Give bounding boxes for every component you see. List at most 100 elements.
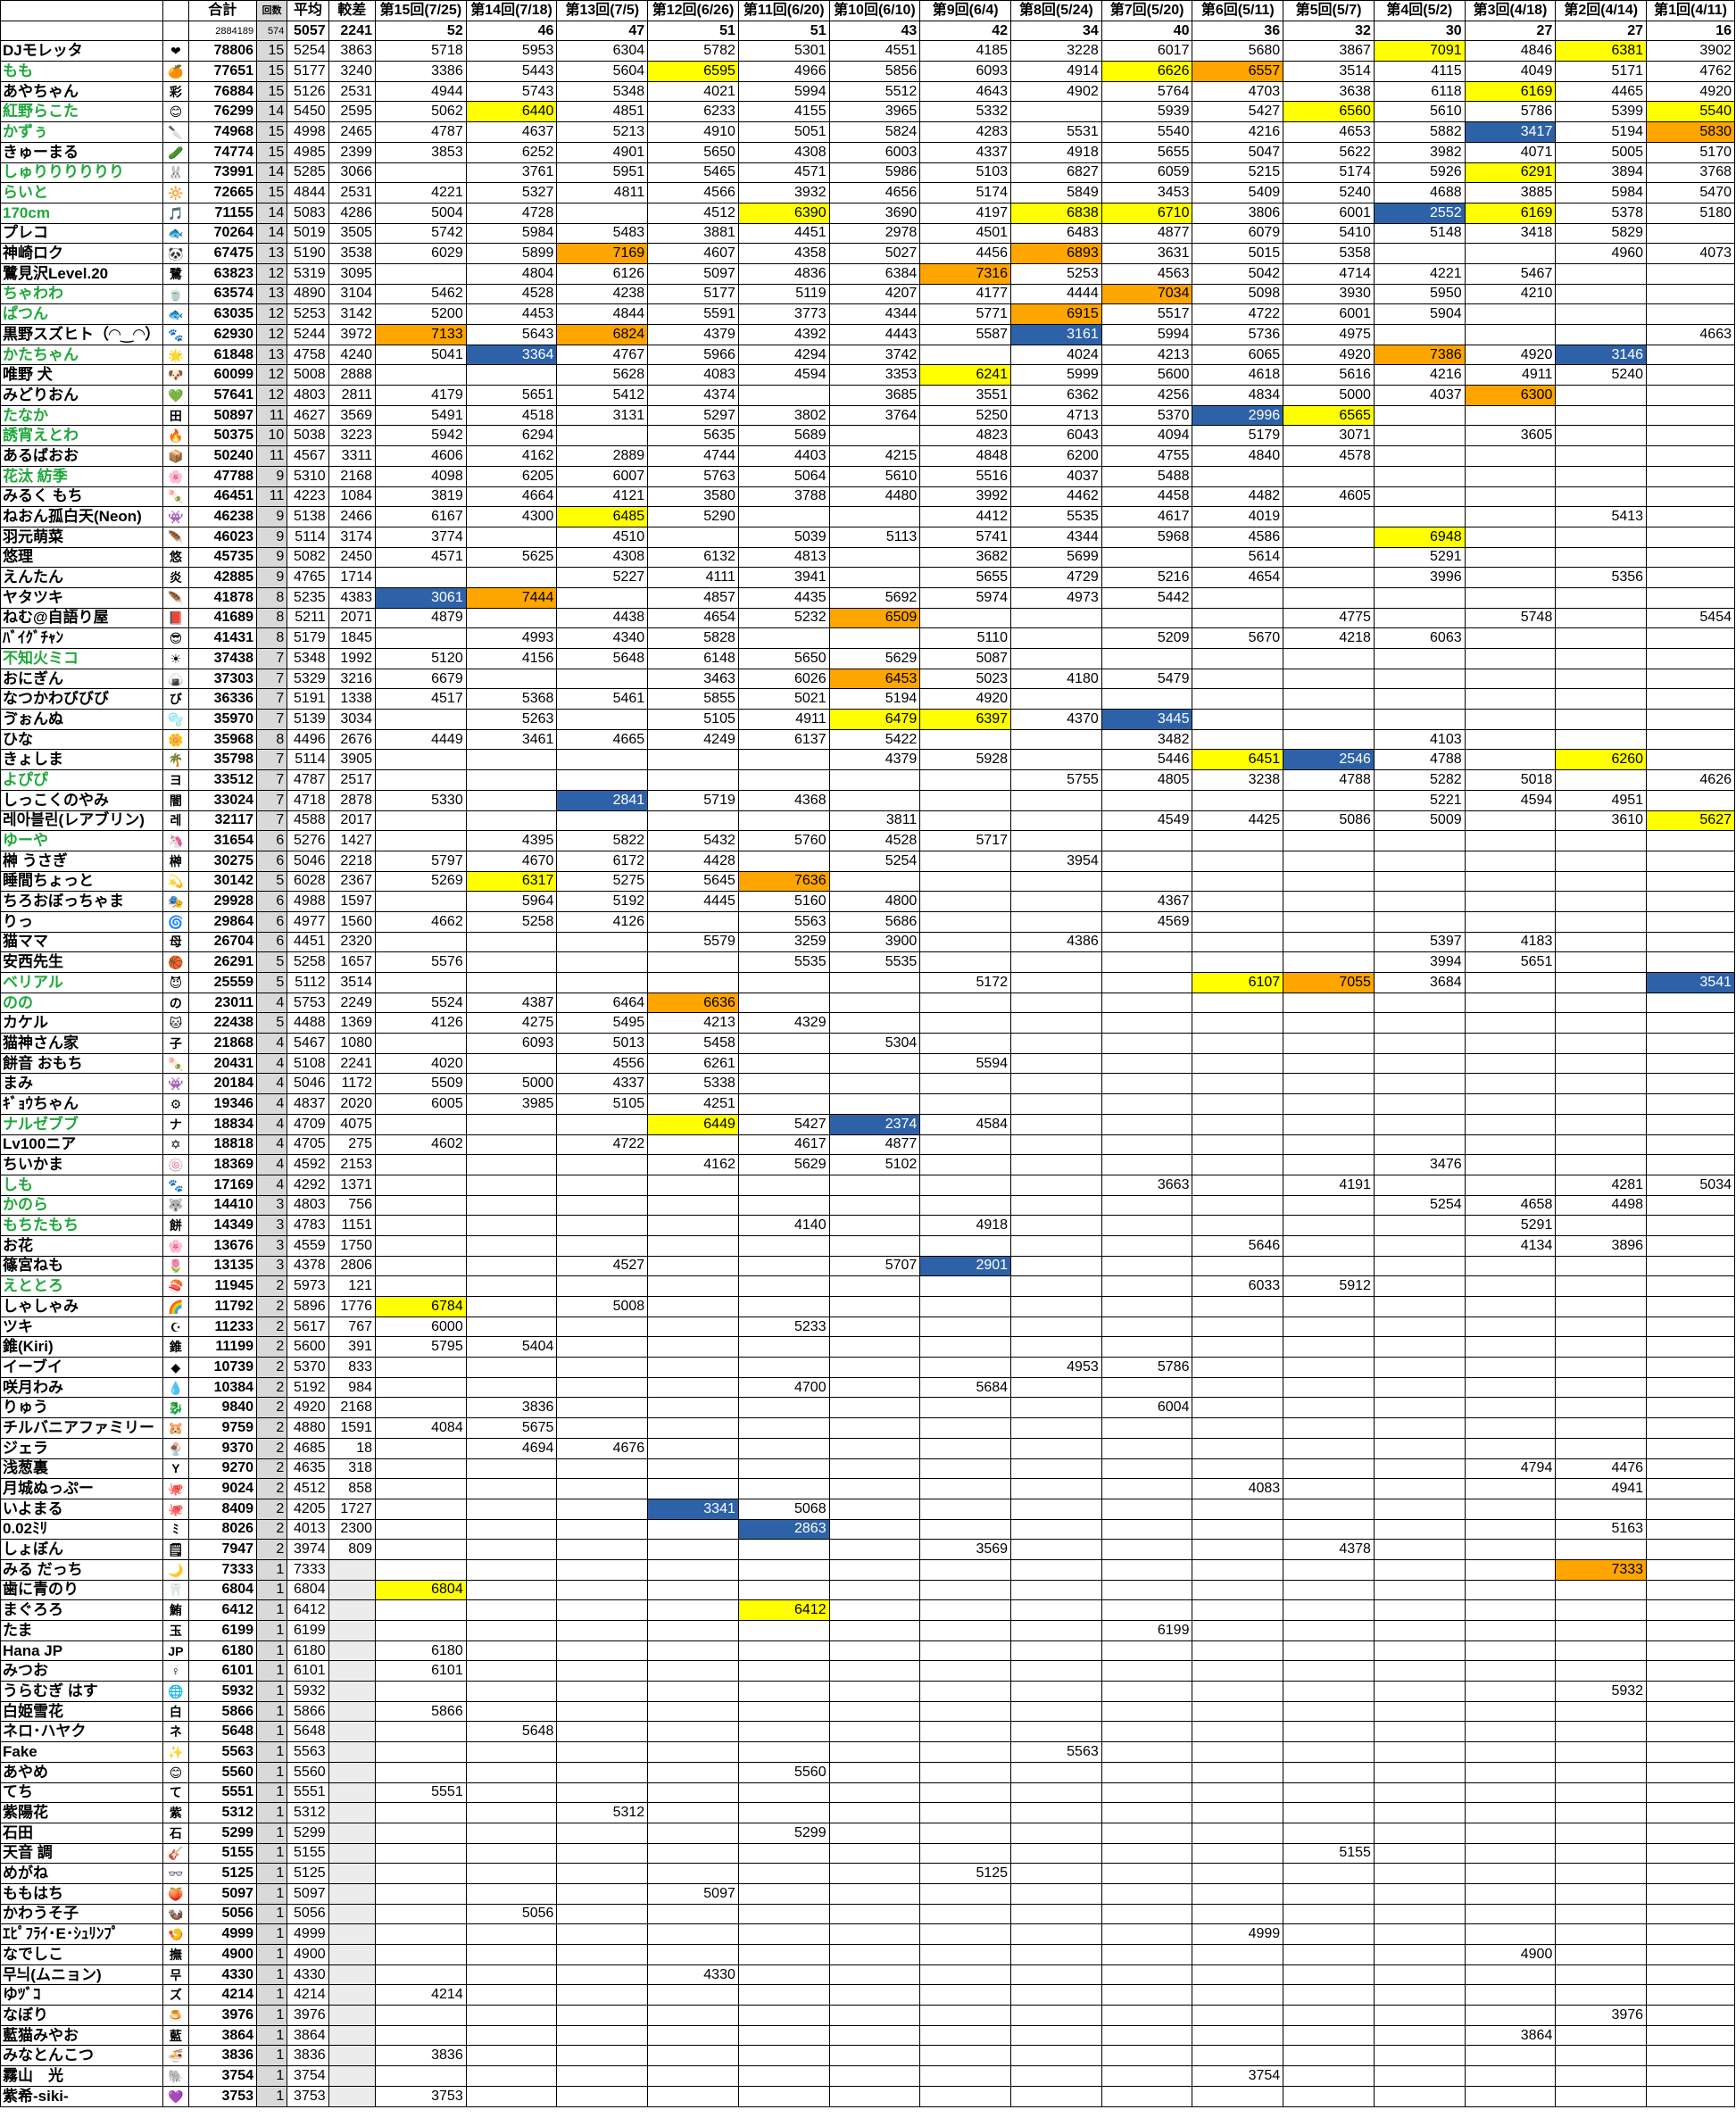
average-score: 4223 [287,486,329,508]
round-score [919,1761,1012,1783]
round-score [737,1681,830,1702]
round-score: 5254 [828,850,921,872]
player-name: ちろおぼっちゃま [0,891,164,912]
round-score: 4294 [737,344,830,366]
round-score [1192,728,1284,751]
round-score [1010,1903,1102,1925]
round-score [647,1478,739,1499]
round-score: 5269 [375,870,467,893]
round-score [919,1478,1012,1499]
round-score [465,1296,558,1317]
round-score [1646,404,1735,427]
round-score [1646,364,1735,386]
round-score [1555,972,1648,993]
round-score [465,1558,558,1581]
round-score: 5432 [647,830,739,851]
table-row: みなとんこつ 🍜 3836 1 3836 3836 [0,2045,1735,2067]
round-score [828,1882,921,1905]
round-score: 3788 [737,486,830,508]
round-score: 3541 [1646,972,1735,993]
table-row: きゅーまる 🥒 74774 15 4985 2399 3853 6252 4901 5650 430… [0,141,1735,163]
table-row: 唯野 犬 🐶 60099 12 5008 2888 5628 4083 4594 3353 6241… [0,364,1735,386]
round-score [556,1964,649,1986]
round-score [1373,1681,1466,1702]
table-row: チルバニアファミリー 🐹 9759 2 4880 1591 4084 5675 [0,1417,1735,1439]
round-score [1464,1033,1557,1054]
round-score [465,1599,558,1621]
round-score [1283,1234,1375,1257]
round-score: 6626 [1101,61,1193,82]
round-score [737,1802,830,1823]
round-score [1192,1660,1284,1682]
score-diff: 121 [328,1275,377,1297]
round-score [919,1802,1012,1823]
round-score: 5994 [1101,324,1193,345]
average-score: 4512 [287,1478,329,1499]
round-score: 5718 [375,40,467,62]
score-diff: 2017 [328,810,377,832]
round-score [1555,1741,1648,1763]
round-score: 4275 [465,1012,558,1034]
player-name: しっこくのやみ [0,789,164,811]
average-top: 5057 [287,20,329,42]
entry-count: 1 [256,1681,288,1702]
round-score [1101,789,1193,811]
round-score: 4162 [647,1154,739,1175]
player-icon: 무 [162,1964,189,1986]
round-score: 7316 [919,262,1012,285]
average-score: 4880 [287,1417,329,1439]
round-score [1373,1882,1466,1905]
round-score: 3605 [1464,425,1557,447]
score-diff: 1597 [328,891,377,912]
round-score [1555,324,1648,345]
round-score: 5680 [1192,40,1284,62]
round-score: 6824 [556,324,649,345]
round-score [919,1923,1012,1945]
round-score: 3569 [919,1539,1012,1560]
round-score [375,1174,467,1196]
round-score: 5005 [1555,141,1648,163]
round-score [919,1498,1012,1520]
round-score [1464,1012,1557,1034]
round-score [1464,870,1557,893]
round-score [1646,709,1735,730]
round-score: 5932 [1555,1681,1648,1702]
entry-count: 1 [256,1700,288,1723]
round-score: 5263 [465,709,558,730]
player-name: てち [0,1782,164,1804]
round-score [1646,2024,1735,2047]
round-score [828,1518,921,1541]
player-name: 레아블린(レアブリン) [0,810,164,832]
round-score [1373,1033,1466,1054]
round-score [465,749,558,771]
player-name: えんたん [0,567,164,588]
score-diff: 1369 [328,1012,377,1034]
round-score [375,162,467,184]
round-score [465,1660,558,1682]
round-score: 4703 [1192,80,1284,103]
round-score [1373,425,1466,447]
round-score [465,1802,558,1823]
round-score [465,1741,558,1763]
round-score [647,1458,739,1480]
average-score: 4803 [287,1194,329,1217]
round-score [1101,1033,1193,1054]
round-score: 4879 [375,607,467,629]
round-score [919,992,1012,1014]
round-score: 5097 [647,1882,739,1905]
player-name: たま [0,1620,164,1641]
total-score: 19346 [187,1093,258,1115]
round-score [1464,1437,1557,1459]
total-score: 20431 [187,1052,258,1075]
round-score: 5275 [556,870,649,893]
round-score: 5951 [556,162,649,184]
round-score [647,1802,739,1823]
header-round-15: 第15回(7/25) [375,0,467,21]
player-icon: 🍜 [162,2045,189,2067]
header-round-12: 第12回(6/26) [647,0,739,21]
round-score: 4654 [647,607,739,629]
round-score [1464,1397,1557,1419]
round-score: 7386 [1373,344,1466,366]
round-score: 5986 [828,162,921,184]
round-score: 5755 [1010,769,1102,791]
